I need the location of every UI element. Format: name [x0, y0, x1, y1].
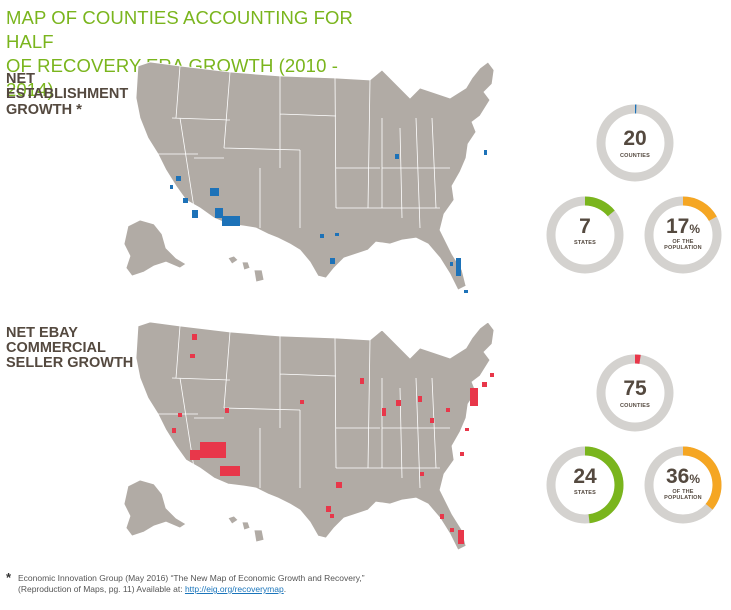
county-marker: [360, 378, 364, 384]
label-line: NET EBAY: [6, 325, 78, 341]
donut-ring: [546, 446, 624, 524]
counties-caption: COUNTIES: [619, 153, 651, 159]
counties-value: 75: [623, 377, 647, 400]
donut-ring: [644, 196, 722, 274]
land-shape: [123, 219, 187, 277]
county-marker: [470, 388, 478, 406]
county-marker: [300, 400, 304, 404]
county-marker: [490, 373, 494, 377]
population-caption: OF THE POPULATION: [664, 239, 702, 251]
county-marker: [183, 198, 188, 203]
state-borders: [158, 65, 450, 229]
donut-ring: [644, 446, 722, 524]
county-marker: [336, 482, 342, 488]
donut-arc: [546, 446, 624, 524]
highlighted-counties: [170, 150, 487, 293]
county-marker: [418, 396, 422, 402]
donut-arc: [644, 446, 722, 524]
donut-counties: 20 COUNTIES: [595, 103, 675, 183]
county-marker: [482, 382, 487, 387]
county-marker: [460, 452, 464, 456]
state-border-lines: [158, 65, 450, 229]
county-marker: [190, 354, 195, 358]
county-marker: [450, 528, 454, 532]
states-caption: STATES: [573, 240, 597, 246]
states-caption: STATES: [573, 490, 597, 496]
recovery-map-link[interactable]: http://eig.org/recoverymap: [184, 584, 284, 594]
county-marker: [326, 506, 331, 512]
county-marker: [190, 450, 200, 460]
donut-arc: [546, 196, 624, 274]
label-line: COMMERCIAL: [6, 340, 106, 356]
county-marker: [446, 408, 450, 412]
donut-ring: [596, 104, 674, 182]
us-map-landmass: [123, 321, 495, 551]
states-value: 7: [579, 215, 591, 238]
counties-caption: COUNTIES: [619, 403, 651, 409]
donut-states: 7 STATES: [545, 195, 625, 275]
county-marker: [458, 530, 464, 544]
county-marker: [210, 188, 219, 196]
label-line: NET: [6, 71, 35, 87]
states-value: 24: [573, 465, 597, 488]
donut-population: 36% OF THE POPULATION: [643, 445, 723, 525]
county-marker: [450, 262, 453, 266]
county-marker: [484, 150, 487, 155]
county-marker: [465, 428, 469, 431]
land-shape: [123, 479, 187, 537]
donut-arc: [596, 104, 674, 182]
us-map-ebay-seller-growth: [123, 321, 495, 551]
county-marker: [192, 334, 197, 340]
donut-counties: 75 COUNTIES: [595, 353, 675, 433]
title-line-1: MAP OF COUNTIES ACCOUNTING FOR HALF: [6, 7, 353, 52]
county-marker: [335, 233, 339, 236]
county-marker: [430, 418, 434, 423]
county-marker: [456, 258, 461, 276]
county-marker: [464, 290, 468, 293]
counties-value: 20: [623, 127, 647, 150]
county-marker: [320, 234, 324, 238]
us-map-establishment-growth: [123, 61, 495, 293]
donut-arc: [596, 354, 674, 432]
land-shape: [227, 255, 265, 283]
county-marker: [192, 210, 198, 218]
donut-ring: [596, 354, 674, 432]
population-caption: OF THE POPULATION: [664, 489, 702, 501]
page-title: MAP OF COUNTIES ACCOUNTING FOR HALF OF R…: [6, 6, 386, 102]
county-marker: [395, 154, 399, 159]
population-value: 17%: [665, 215, 701, 238]
county-marker: [396, 400, 401, 406]
county-marker: [420, 472, 424, 476]
county-marker: [222, 216, 240, 226]
footnote-text: Economic Innovation Group (May 2016) “Th…: [18, 573, 365, 594]
land-shape: [227, 515, 265, 543]
county-marker: [382, 408, 386, 416]
county-marker: [176, 176, 181, 181]
county-marker: [170, 185, 173, 189]
county-marker: [330, 258, 335, 264]
label-line: SELLER GROWTH: [6, 355, 134, 371]
county-marker: [440, 514, 444, 519]
county-marker: [178, 413, 182, 417]
donut-states: 24 STATES: [545, 445, 625, 525]
donut-ring: [546, 196, 624, 274]
county-marker: [330, 514, 334, 518]
label-line: GROWTH *: [6, 101, 82, 118]
donut-arc: [644, 196, 722, 274]
county-marker: [215, 208, 223, 218]
section-label-ebay: NET EBAY COMMERCIAL SELLER GROWTH: [6, 326, 133, 371]
county-marker: [225, 408, 229, 413]
us-map-landmass: [123, 61, 495, 291]
county-marker: [220, 466, 240, 476]
section-label-establishment: NET ESTABLISHMENT GROWTH *: [6, 72, 128, 118]
county-marker: [172, 428, 176, 433]
asterisk-icon: *: [76, 101, 82, 118]
label-line: ESTABLISHMENT: [6, 86, 129, 102]
donut-population: 17% OF THE POPULATION: [643, 195, 723, 275]
population-value: 36%: [665, 465, 701, 488]
asterisk-icon: *: [6, 570, 12, 585]
highlighted-counties: [172, 334, 494, 544]
land-shape: [135, 61, 495, 291]
county-marker: [200, 442, 226, 458]
